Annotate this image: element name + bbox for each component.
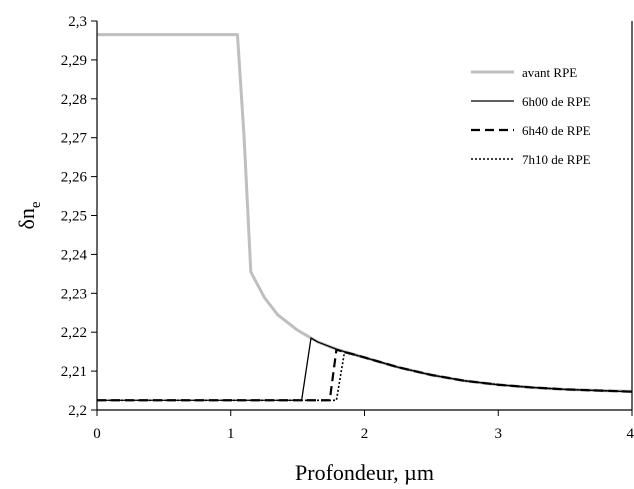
- y-tick-label: 2,22: [61, 325, 87, 341]
- y-tick-label: 2,29: [61, 53, 87, 69]
- x-tick-label: 4: [627, 426, 634, 442]
- legend: avant RPE 6h00 de RPE 6h40 de RPE 7h10 de R…: [471, 65, 591, 167]
- legend-label-2: 6h00 de RPE: [522, 94, 591, 109]
- x-tick-label: 1: [227, 426, 235, 442]
- legend-label-1: avant RPE: [522, 65, 577, 80]
- y-tick-label: 2,21: [61, 364, 87, 380]
- x-axis-title: Profondeur, µm: [295, 460, 434, 485]
- ticks-layer: 0 1 2 3 4 2,2 2,21 2,22 2,23 2,24 2,25 2,26 2,27 2,28…: [61, 14, 634, 442]
- series-line-1: [97, 33, 633, 393]
- y-axis-title-subscript: e: [28, 201, 44, 208]
- legend-label-4: 7h10 de RPE: [522, 152, 591, 167]
- y-tick-label: 2,3: [68, 14, 87, 30]
- series-line-4: [97, 351, 633, 402]
- x-tick-label: 3: [495, 426, 503, 442]
- y-tick-label: 2,2: [68, 403, 87, 419]
- x-tick-label: 2: [361, 426, 369, 442]
- series-layer: [97, 33, 633, 402]
- y-tick-label: 2,23: [61, 286, 87, 302]
- y-tick-label: 2,27: [61, 131, 88, 147]
- y-axis-title: δne: [14, 201, 44, 229]
- series-line-2: [97, 337, 633, 401]
- y-tick-label: 2,24: [61, 247, 88, 263]
- legend-label-3: 6h40 de RPE: [522, 123, 591, 138]
- y-tick-label: 2,28: [61, 92, 87, 108]
- y-tick-label: 2,26: [61, 170, 88, 186]
- y-tick-label: 2,25: [61, 209, 87, 225]
- y-axis-title-main: δn: [14, 208, 39, 229]
- x-tick-label: 0: [93, 426, 101, 442]
